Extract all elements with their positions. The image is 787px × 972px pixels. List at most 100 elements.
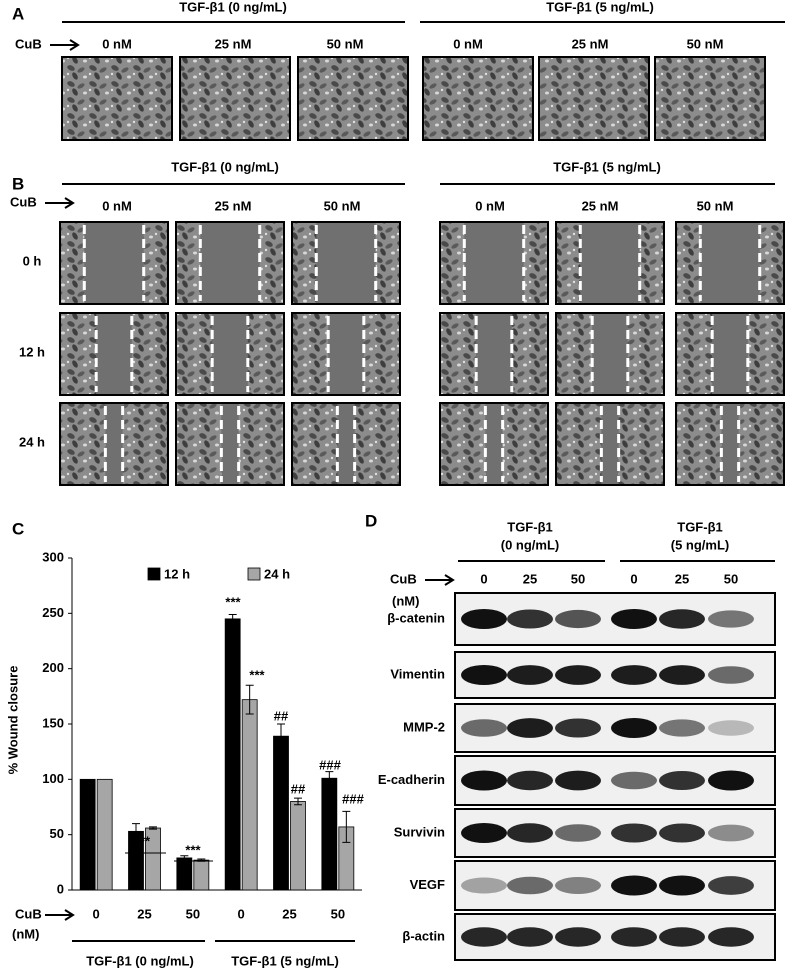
dose-label: 0 nM [102, 198, 132, 213]
cell-margin [176, 313, 213, 395]
x-tick-label: 0 [93, 906, 100, 921]
cell-margin [747, 313, 784, 395]
band [708, 666, 754, 684]
annotation: *** [225, 594, 241, 609]
dose-label: 0 nM [453, 36, 483, 51]
band [708, 720, 754, 736]
cell-margin [523, 222, 548, 304]
micrograph [297, 56, 409, 141]
cell-margin [375, 222, 400, 304]
legend-swatch [247, 567, 261, 581]
band [461, 823, 507, 843]
band [461, 665, 507, 685]
group-title: TGF-β1 (0 ng/mL) [179, 0, 287, 14]
band [555, 609, 601, 629]
cell-margin [143, 222, 168, 304]
band [659, 609, 705, 629]
cell-margin [131, 313, 168, 395]
cell-margin [676, 403, 722, 485]
annotation: ### [342, 791, 364, 806]
x-tick-label: 50 [186, 906, 200, 921]
micrograph [179, 56, 291, 141]
group-title: TGF-β1 [677, 519, 723, 534]
band [507, 876, 553, 895]
band [708, 876, 754, 895]
legend-label: 24 h [264, 566, 290, 581]
cell-margin [627, 313, 664, 395]
band [461, 877, 507, 894]
annotation: *** [185, 842, 201, 857]
bar [176, 857, 193, 891]
frame [439, 402, 549, 486]
cell-margin [440, 222, 465, 304]
dose-label: 25 [675, 571, 689, 586]
bar [224, 618, 241, 891]
group-title: TGF-β1 (5 ng/mL) [546, 0, 654, 14]
protein-label: VEGF [410, 877, 445, 892]
band [659, 823, 705, 843]
protein-label: β-actin [402, 928, 445, 943]
band [507, 927, 553, 947]
treatment: CuB [10, 194, 37, 209]
band [611, 875, 657, 896]
dose-label: 0 [480, 571, 487, 586]
band [507, 823, 553, 843]
band [611, 927, 657, 947]
cell-margin [676, 222, 701, 304]
error-bar [228, 613, 237, 624]
frame [59, 312, 169, 396]
band [708, 927, 754, 947]
cell-margin [292, 403, 338, 485]
group-title: TGF-β1 (5 ng/mL) [553, 159, 661, 174]
group-title: (0 ng/mL) [501, 537, 560, 552]
frame [675, 402, 785, 486]
dose-label: 0 [630, 571, 637, 586]
cell-margin [60, 222, 85, 304]
dose-label: 0 nM [475, 198, 505, 213]
protein-label: MMP-2 [403, 719, 445, 734]
dose-label: 25 [523, 571, 537, 586]
group-label: TGF-β1 (0 ng/mL) [86, 953, 194, 968]
frame [291, 312, 401, 396]
band [659, 875, 705, 896]
panel-label: C [12, 519, 24, 538]
band [555, 927, 601, 947]
band [611, 609, 657, 629]
x-tick-label: 0 [238, 906, 245, 921]
treatment: CuB [15, 36, 42, 51]
panel-label: D [365, 511, 377, 530]
cell-margin [363, 313, 400, 395]
band [611, 718, 657, 738]
micrograph [538, 56, 650, 141]
band [659, 770, 705, 791]
error-bar [342, 810, 351, 843]
cell-margin [238, 403, 284, 485]
arrow-head [444, 574, 455, 586]
treatment: CuB [390, 571, 417, 586]
frame [555, 312, 665, 396]
y-tick-label: 200 [42, 660, 64, 675]
annotation: ### [319, 757, 341, 772]
error-bar [294, 797, 302, 806]
bar [96, 778, 113, 891]
error-bar [277, 723, 285, 749]
dose-label: 50 nM [324, 198, 361, 213]
band [461, 770, 507, 791]
band [611, 771, 657, 790]
frame [555, 221, 665, 305]
cell-margin [556, 222, 581, 304]
cell-margin [60, 403, 106, 485]
time-label: 12 h [19, 344, 45, 359]
error-bar [149, 826, 157, 830]
frame [291, 221, 401, 305]
band [611, 823, 657, 843]
group-title: TGF-β1 (0 ng/mL) [171, 159, 279, 174]
cell-margin [247, 313, 284, 395]
treatment: CuB [15, 906, 42, 921]
frame [175, 402, 285, 486]
cell-margin [556, 403, 602, 485]
x-tick-label: 25 [137, 906, 151, 921]
frame [175, 221, 285, 305]
dose-label: 25 nM [572, 36, 609, 51]
dose-label: 0 nM [102, 36, 132, 51]
